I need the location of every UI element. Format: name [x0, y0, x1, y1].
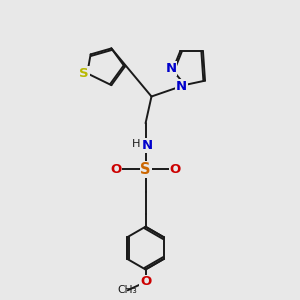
Text: N: N — [176, 80, 187, 93]
Text: H: H — [132, 140, 140, 149]
Text: O: O — [110, 163, 122, 176]
Text: O: O — [140, 275, 151, 289]
Text: N: N — [166, 62, 177, 75]
Text: N: N — [142, 139, 153, 152]
Text: S: S — [140, 162, 151, 177]
Text: S: S — [80, 67, 89, 80]
Text: CH₃: CH₃ — [118, 285, 138, 295]
Text: O: O — [169, 163, 181, 176]
